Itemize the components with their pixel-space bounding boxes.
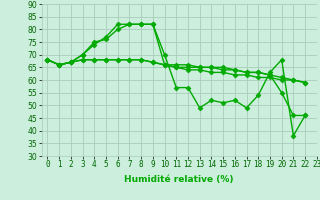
X-axis label: Humidité relative (%): Humidité relative (%) <box>124 175 234 184</box>
